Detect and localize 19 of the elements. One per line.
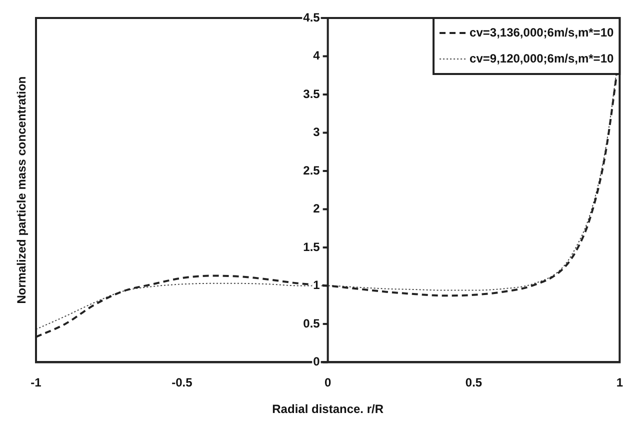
y-tick-label: 3.5 — [303, 86, 320, 101]
x-tick-label: -1 — [30, 376, 42, 390]
legend-label: cv=3,136,000;6m/s,m*=10 — [470, 25, 614, 40]
legend-label: cv=9,120,000;6m/s,m*=10 — [470, 51, 614, 66]
y-tick-label: 4.5 — [303, 10, 320, 24]
x-tick-label: 0.5 — [465, 376, 482, 390]
x-axis-title: Radial distance. r/R — [272, 402, 384, 416]
x-tick-label: 0 — [324, 376, 332, 390]
y-tick-label: 2 — [313, 202, 320, 216]
x-tick-label: 1 — [616, 376, 624, 390]
y-tick-label: 3 — [313, 125, 320, 140]
x-tick-label: -0.5 — [172, 376, 193, 390]
y-tick-label: 0 — [313, 354, 320, 369]
y-tick-label: 1.5 — [303, 240, 320, 254]
y-tick-label: 2.5 — [303, 163, 320, 178]
y-axis-title: Normalized particle mass concentration — [14, 76, 28, 304]
y-tick-label: 4 — [313, 48, 320, 63]
y-tick-label: 1 — [313, 278, 320, 292]
y-tick-label: 0.5 — [303, 316, 320, 330]
